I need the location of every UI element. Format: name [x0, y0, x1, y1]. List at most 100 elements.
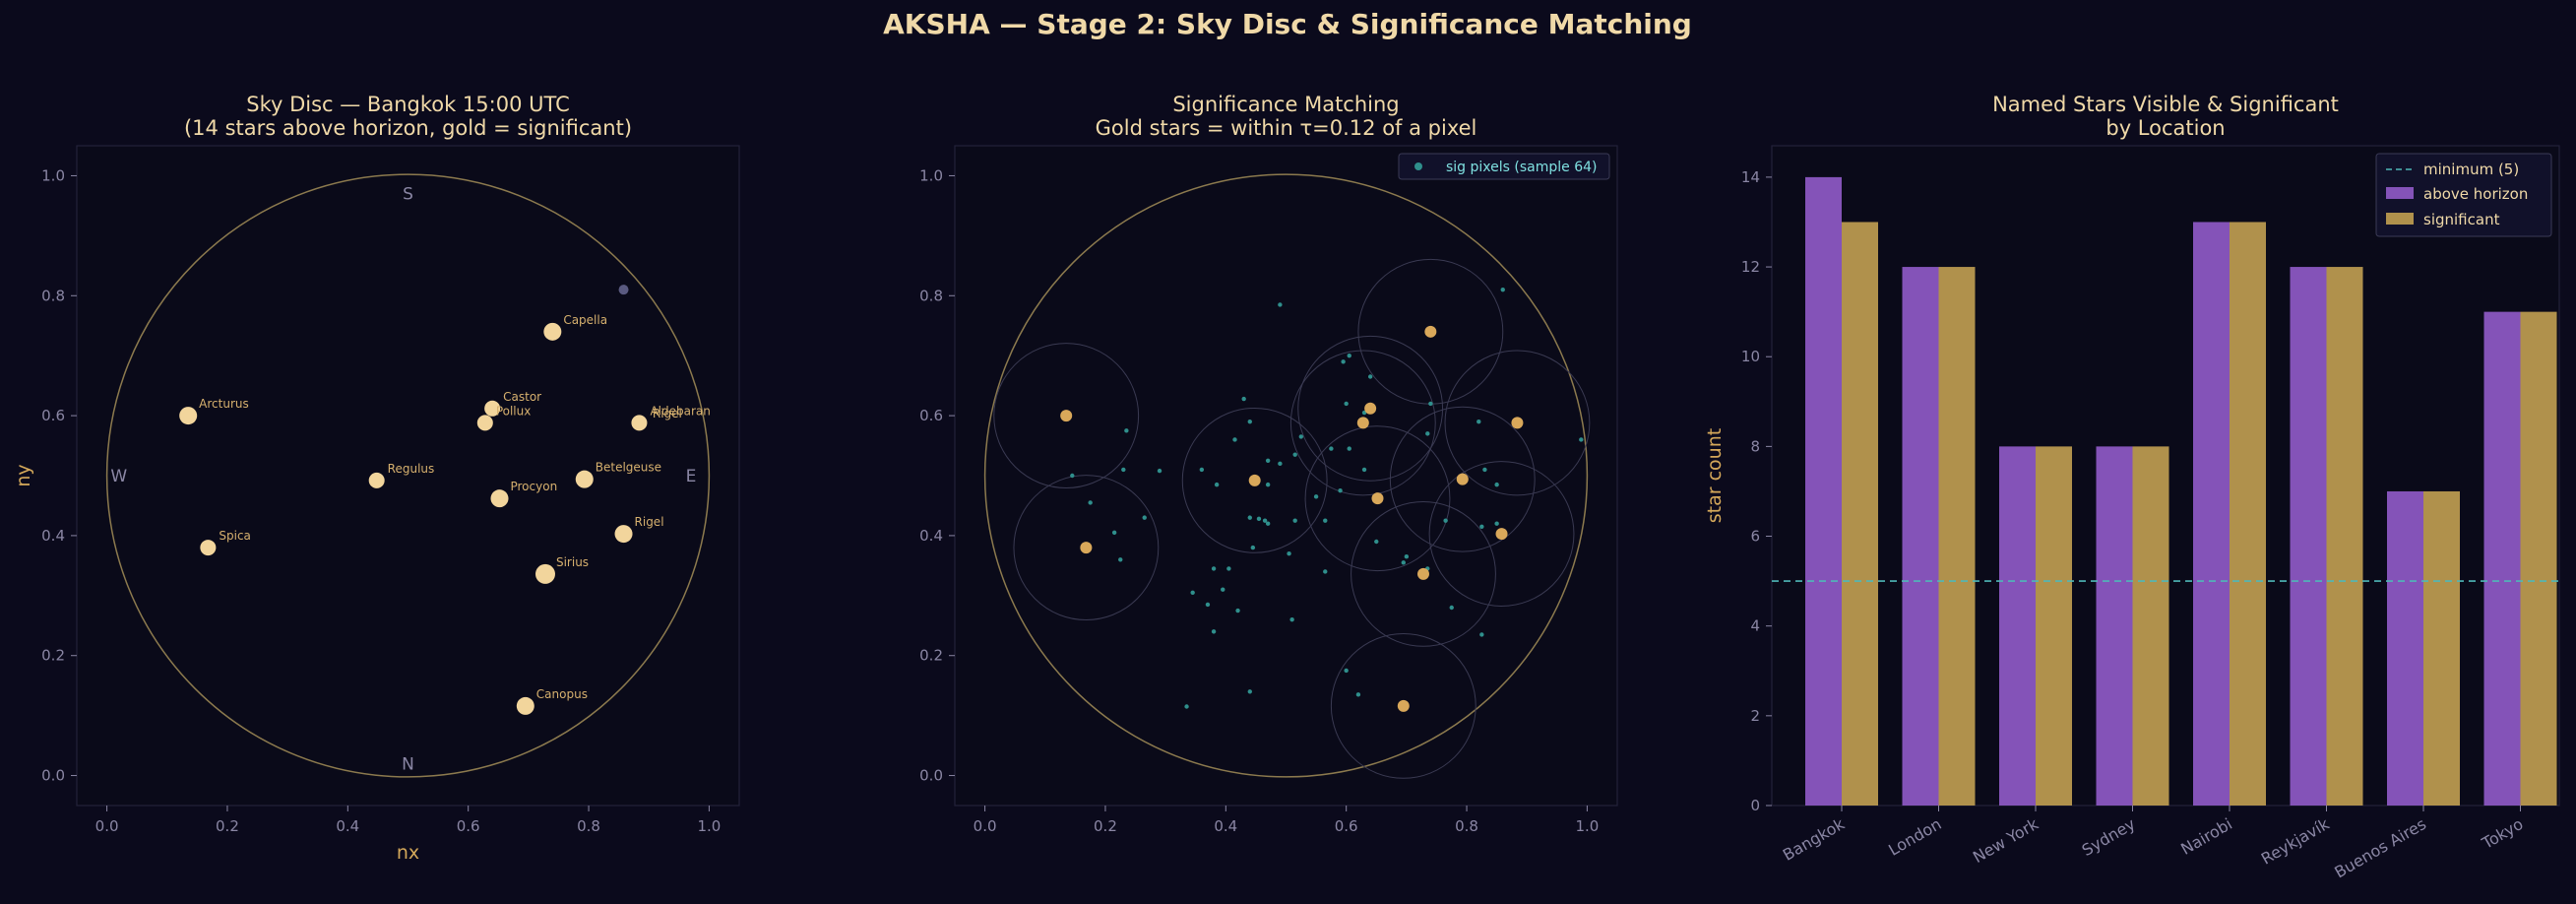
bar-above-horizon	[1902, 267, 1939, 806]
bar-above-horizon	[1999, 446, 2036, 806]
sig-pixel	[1265, 482, 1271, 487]
sig-pixel	[1088, 500, 1093, 505]
tau-radius-circle	[1444, 350, 1591, 496]
gold-star	[1371, 492, 1384, 505]
x-tick-label: 1.0	[1575, 817, 1599, 835]
panel-title: by Location	[2105, 116, 2225, 140]
tau-radius-circle	[1351, 500, 1496, 647]
bar-significant	[1938, 267, 1976, 806]
y-tick-label: 12	[1741, 258, 1760, 276]
sig-pixel	[1211, 566, 1217, 571]
sig-pixel	[1347, 353, 1351, 358]
gold-star	[1364, 402, 1377, 415]
sig-pixel	[1344, 401, 1349, 407]
x-tick-label: New York	[1970, 814, 2042, 867]
star-capella	[543, 322, 562, 341]
sig-pixel	[1278, 302, 1283, 307]
y-tick-label: 14	[1741, 168, 1760, 186]
sig-pixel	[1250, 545, 1256, 550]
plot-area	[76, 145, 740, 807]
sig-pixel	[1124, 428, 1129, 433]
x-tick-label: 0.0	[95, 817, 119, 835]
y-tick-label: 4	[1750, 617, 1760, 635]
x-tick-label: London	[1885, 814, 1944, 860]
sig-pixel	[1500, 287, 1505, 292]
sig-pixel	[1347, 446, 1351, 451]
gold-star	[1456, 473, 1469, 485]
y-tick-label: 0.8	[919, 287, 943, 304]
star-betelgeuse	[575, 470, 594, 488]
y-axis-label: star count	[1704, 428, 1726, 523]
tau-radius-circle	[1181, 407, 1328, 553]
legend-marker-above-horizon	[2386, 187, 2414, 199]
sig-pixel	[1298, 434, 1303, 439]
x-tick-label: 0.8	[1455, 817, 1478, 835]
gold-star	[1511, 417, 1524, 429]
sig-pixel	[1118, 557, 1123, 562]
x-tick-label: 1.0	[697, 817, 721, 835]
star-arcturus	[179, 407, 198, 425]
tau-radius-circle	[1428, 461, 1575, 608]
sig-pixel	[1401, 560, 1407, 565]
compass-label-n: N	[402, 754, 414, 774]
sky-disc-panel: Sky Disc — Bangkok 15:00 UTC(14 stars ab…	[13, 93, 740, 864]
tau-radius-circle	[1297, 335, 1444, 482]
x-tick-label: 0.8	[577, 817, 600, 835]
sky-disc-outline	[105, 173, 711, 778]
x-tick-label: 0.6	[457, 817, 480, 835]
sig-pixel	[1374, 539, 1379, 545]
legend-box	[2375, 153, 2552, 237]
gold-star	[1356, 417, 1369, 429]
y-tick-label: 1.0	[41, 166, 65, 184]
star-label: Arcturus	[199, 397, 249, 411]
sig-pixel	[1367, 374, 1373, 379]
bar-above-horizon	[2096, 446, 2133, 806]
legend-box	[1398, 153, 1610, 180]
sig-pixel	[1070, 473, 1075, 479]
star-label: Castor	[503, 390, 541, 404]
bar-above-horizon	[2387, 490, 2423, 806]
sig-pixel	[1247, 419, 1252, 424]
sig-pixel	[1479, 524, 1484, 529]
star-procyon	[490, 489, 509, 508]
sig-pixel	[1111, 530, 1117, 536]
y-tick-label: 0.6	[41, 407, 65, 424]
sig-pixel	[1262, 518, 1268, 523]
star-label: Rigel	[635, 515, 664, 529]
star-pollux	[476, 415, 493, 431]
x-tick-label: Reykjavík	[2258, 814, 2333, 869]
bar-significant	[2520, 311, 2557, 806]
x-tick-label: Bangkok	[1780, 814, 1849, 865]
sig-pixel	[1221, 587, 1225, 592]
sig-pixel	[1235, 608, 1240, 613]
x-tick-label: Sydney	[2079, 814, 2139, 860]
sig-pixel	[1313, 494, 1319, 499]
sig-pixel	[1338, 488, 1343, 493]
star-castor	[484, 400, 501, 417]
gold-star	[1424, 325, 1437, 338]
star-label: Rigel	[653, 407, 682, 420]
sig-pixel	[1157, 468, 1162, 474]
sig-pixel	[1205, 602, 1211, 608]
tau-radius-circle	[1013, 475, 1160, 621]
sig-pixel	[1344, 668, 1349, 674]
sig-pixel	[1184, 704, 1189, 709]
y-tick-label: 0.2	[41, 647, 65, 665]
gold-star	[1495, 528, 1508, 541]
sig-pixel	[1265, 521, 1271, 526]
gold-star	[1080, 542, 1093, 554]
compass-label-w: W	[110, 467, 127, 486]
x-tick-label: 0.6	[1335, 817, 1358, 835]
compass-label-s: S	[403, 185, 413, 205]
panel-title: Sky Disc — Bangkok 15:00 UTC	[246, 93, 570, 116]
bar-significant	[1842, 222, 1878, 807]
sig-pixel	[1292, 518, 1297, 523]
sig-pixel	[1292, 452, 1297, 457]
star-label: Spica	[219, 529, 251, 543]
sig-pixel	[1329, 446, 1334, 451]
star-label: Regulus	[388, 462, 435, 476]
tau-radius-circle	[1330, 632, 1476, 779]
tau-radius-circle	[993, 343, 1140, 489]
